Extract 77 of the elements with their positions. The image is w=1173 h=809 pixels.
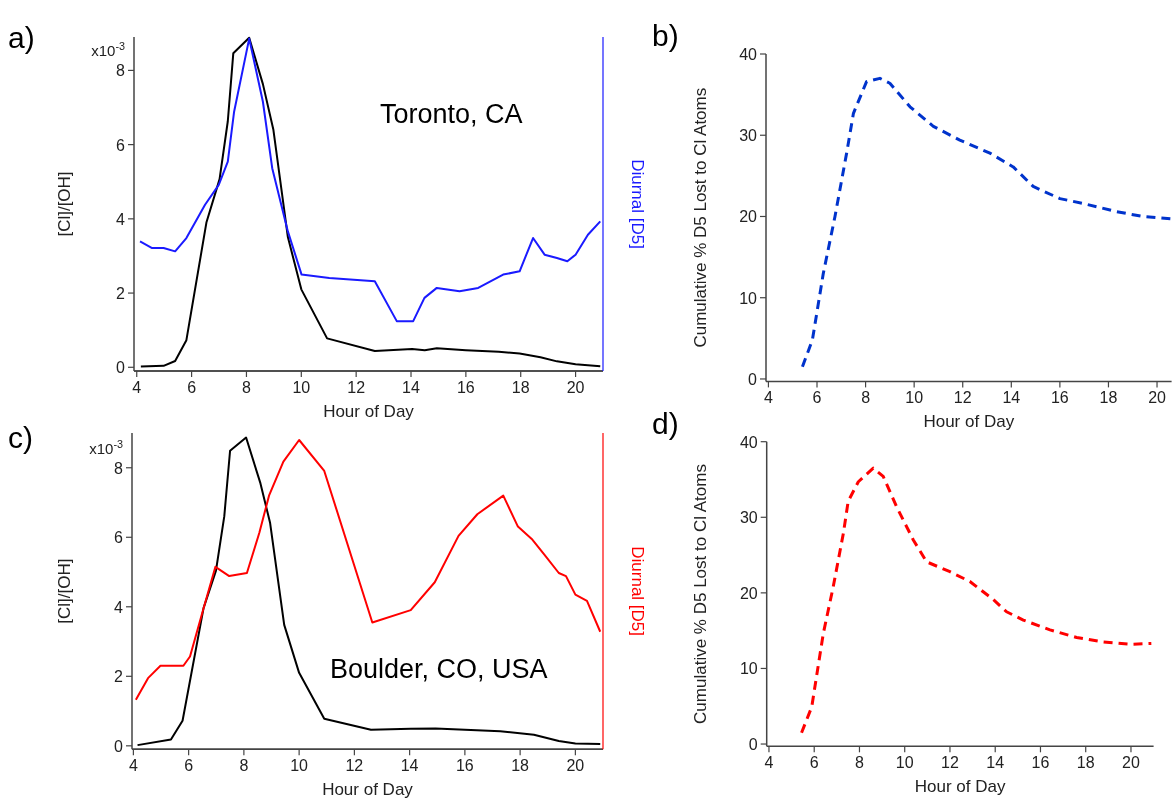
x-tick-label: 18 <box>1076 754 1095 772</box>
y-tick-label: 2 <box>114 668 124 686</box>
text: x10$^{-3}$ <box>91 40 125 60</box>
y-tick-label: 4 <box>116 210 126 228</box>
x-tick-label: 20 <box>1122 754 1140 772</box>
y-tick-label: 8 <box>116 62 126 80</box>
x-axis-title: Hour of Day <box>323 402 415 421</box>
x-tick-label: 10 <box>905 389 924 407</box>
x-tick-label: 10 <box>292 379 311 396</box>
chart-title: c) <box>8 421 33 454</box>
x-tick-label: 4 <box>763 389 773 407</box>
line-series <box>800 466 1153 735</box>
y-tick-label: 0 <box>748 736 758 754</box>
y-tick-label: 0 <box>116 359 126 377</box>
y-tick-label: 20 <box>739 208 758 226</box>
x-axis-title: Hour of Day <box>914 777 1006 797</box>
x-tick-label: 8 <box>242 379 251 396</box>
text: x10$^{-3}$ <box>89 437 123 457</box>
line-series <box>136 436 602 747</box>
x-tick-label: 8 <box>855 754 865 772</box>
y-tick-label: 40 <box>739 433 758 451</box>
x-tick-label: 12 <box>345 757 364 775</box>
x-tick-label: 6 <box>184 757 194 775</box>
y-tick-label: 6 <box>116 136 126 154</box>
x-tick-label: 18 <box>1099 389 1118 407</box>
x-tick-label: 12 <box>941 754 959 772</box>
x-tick-label: 6 <box>809 754 819 772</box>
x-tick-label: 16 <box>1050 389 1069 407</box>
chart-title: b) <box>652 19 679 52</box>
x-tick-label: 14 <box>402 379 421 396</box>
x-tick-label: 4 <box>128 757 138 775</box>
y-axis-title: Cumulative % D5 Lost to Cl Atoms <box>691 464 710 724</box>
x-tick-label: 16 <box>1031 754 1050 772</box>
x-tick-label: 6 <box>812 389 822 407</box>
annotation: Boulder, CO, USA <box>330 654 548 684</box>
y-axis-title: Cumulative % D5 Lost to Cl Atoms <box>691 87 710 348</box>
x-tick-label: 16 <box>455 757 474 775</box>
x-tick-label: 20 <box>566 757 585 775</box>
x-tick-label: 10 <box>895 754 914 772</box>
x-tick-label: 20 <box>1148 389 1167 407</box>
x-tick-label: 12 <box>953 389 972 407</box>
y2-axis-title: Diurnal [D5] <box>628 159 647 249</box>
y-tick-label: 0 <box>114 737 124 755</box>
y-tick-label: 0 <box>748 370 758 388</box>
x-tick-label: 16 <box>456 379 475 396</box>
y-axis-title: [Cl]/[OH] <box>55 171 74 237</box>
y-tick-label: 10 <box>739 660 758 678</box>
x-tick-label: 14 <box>1002 389 1021 407</box>
x-tick-label: 4 <box>764 754 774 772</box>
x-axis-title: Hour of Day <box>322 780 414 800</box>
x-tick-label: 8 <box>239 757 249 775</box>
y-tick-label: 4 <box>114 598 124 616</box>
y-tick-label: 30 <box>739 127 758 145</box>
x-axis-title: Hour of Day <box>923 412 1015 432</box>
x-tick-label: 20 <box>566 379 585 396</box>
x-tick-label: 18 <box>511 757 530 775</box>
y-tick-label: 6 <box>114 529 124 547</box>
x-tick-label: 12 <box>347 379 366 396</box>
x-tick-label: 4 <box>132 379 142 396</box>
x-tick-label: 18 <box>511 379 530 396</box>
y-tick-label: 2 <box>116 285 126 303</box>
chart-title: a) <box>8 21 35 54</box>
x-tick-label: 8 <box>861 389 871 407</box>
x-tick-label: 14 <box>400 757 419 775</box>
y-tick-label: 8 <box>114 459 124 477</box>
y-tick-label: 40 <box>739 46 758 63</box>
annotation: Toronto, CA <box>380 99 523 129</box>
line-series <box>800 76 1173 369</box>
y2-axis-title: Diurnal [D5] <box>628 546 647 637</box>
y-tick-label: 30 <box>739 509 758 527</box>
x-tick-label: 10 <box>290 757 309 775</box>
x-tick-label: 14 <box>986 754 1005 772</box>
x-tick-label: 6 <box>187 379 197 396</box>
chart-title: d) <box>652 407 679 440</box>
y-tick-label: 10 <box>739 289 758 307</box>
y-axis-title: [Cl]/[OH] <box>55 558 74 624</box>
y-tick-label: 20 <box>739 584 758 602</box>
